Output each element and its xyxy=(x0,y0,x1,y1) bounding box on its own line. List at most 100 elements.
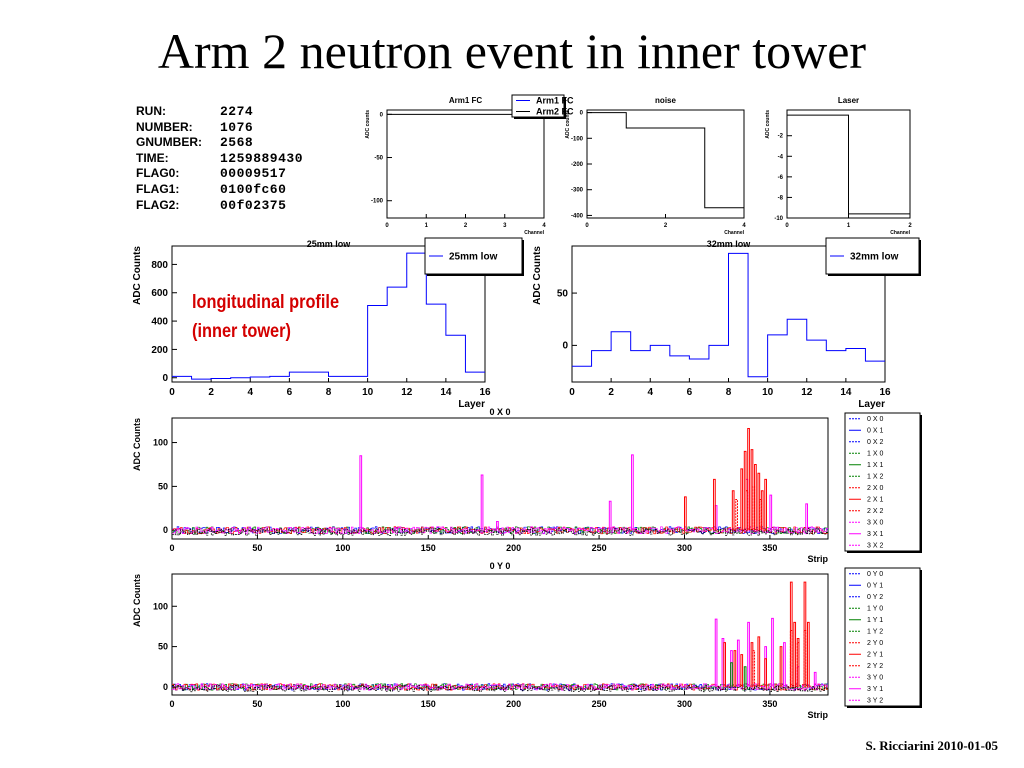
run-info-key: RUN: xyxy=(136,104,166,118)
x-tick-label: 250 xyxy=(592,699,607,709)
chart-p25: 25mm low 0 2 4 6 8 10 12 14 16 0 200 400 600 800 Layer A… xyxy=(132,237,524,410)
x-tick-label: 0 xyxy=(169,543,174,553)
y-axis-label: ADC Counts xyxy=(132,246,143,305)
legend-label: 3 X 1 xyxy=(867,531,883,538)
x-tick-label: 14 xyxy=(840,387,852,398)
y-axis-label: ADC Counts xyxy=(132,418,142,471)
chart-p32: 32mm low 0 2 4 6 8 10 12 14 16 0 50 Layer ADC Counts 3… xyxy=(532,237,921,410)
x-tick-label: 10 xyxy=(762,387,774,398)
run-info-row: RUN: 2274 xyxy=(136,104,303,120)
chart-title: noise xyxy=(655,96,676,105)
x-tick-label: 14 xyxy=(440,387,452,398)
x-tick-label: 12 xyxy=(801,387,813,398)
run-info-row: FLAG0: 00009517 xyxy=(136,166,303,182)
peak-bar xyxy=(731,490,735,531)
peak-bar xyxy=(757,636,761,687)
legend-label: 3 Y 0 xyxy=(867,675,883,682)
chart-title: 0 Y 0 xyxy=(490,561,511,571)
y-tick-label: -4 xyxy=(778,154,784,160)
x-tick-label: 1 xyxy=(847,223,851,229)
x-tick-label: 0 xyxy=(385,223,389,229)
x-tick-label: 150 xyxy=(421,543,436,553)
peak-bar xyxy=(631,454,634,531)
series-line xyxy=(787,114,910,215)
run-info-value: 1259889430 xyxy=(220,150,304,166)
legend-label: 0 X 1 xyxy=(867,428,883,435)
legend-label: Arm1 FC xyxy=(536,96,574,106)
y-axis-label: ADC Counts xyxy=(532,246,543,305)
x-tick-label: 50 xyxy=(252,699,262,709)
x-tick-label: 2 xyxy=(664,223,668,229)
y-tick-label: 0 xyxy=(580,111,584,117)
legend-label: 0 X 2 xyxy=(867,439,883,446)
legend-label: 0 Y 1 xyxy=(867,583,883,590)
peak-bar xyxy=(783,642,786,687)
peak-bar xyxy=(740,468,744,531)
x-tick-label: 150 xyxy=(421,699,436,709)
y-tick-label: -8 xyxy=(778,195,784,201)
legend-label: 1 X 2 xyxy=(867,474,883,481)
y-axis-label: ADC Counts xyxy=(132,574,142,627)
chart-title: Laser xyxy=(838,96,859,105)
longitudinal-profile-annotation: longitudinal profile (inner tower) xyxy=(192,288,339,346)
y-tick-label: 800 xyxy=(151,260,168,271)
x-tick-label: 10 xyxy=(362,387,374,398)
y-tick-label: -100 xyxy=(371,199,384,205)
x-tick-label: 0 xyxy=(169,387,175,398)
y-tick-label: -6 xyxy=(778,175,784,181)
peak-bar xyxy=(733,650,737,687)
x-tick-label: 0 xyxy=(785,223,789,229)
annotation-line-2: (inner tower) xyxy=(192,321,291,342)
legend-label: 2 Y 0 xyxy=(867,640,883,647)
peak-bar xyxy=(743,666,747,687)
x-tick-label: 6 xyxy=(287,387,293,398)
run-info-key: FLAG0: xyxy=(136,166,180,181)
x-tick-label: 8 xyxy=(726,387,732,398)
x-tick-label: 16 xyxy=(879,387,891,398)
peak-bar xyxy=(796,642,800,687)
peak-bar xyxy=(496,520,499,531)
legend-box xyxy=(844,412,921,552)
y-tick-label: 0 xyxy=(162,373,168,384)
y-tick-label: 0 xyxy=(163,525,168,535)
legend-label: 1 Y 1 xyxy=(867,617,883,624)
legend-label: 3 Y 1 xyxy=(867,686,883,693)
peak-bar xyxy=(779,646,783,687)
run-info-row: FLAG2: 00f02375 xyxy=(136,198,303,214)
strip-noise-series xyxy=(172,684,828,693)
legend-label: 3 Y 2 xyxy=(867,698,883,705)
run-info-key: FLAG2: xyxy=(136,197,180,212)
y-tick-label: -2 xyxy=(778,134,784,140)
x-tick-label: 0 xyxy=(569,387,575,398)
x-tick-label: 0 xyxy=(169,699,174,709)
legend-label: 2 X 1 xyxy=(867,497,883,504)
peak-bar xyxy=(759,499,762,531)
x-tick-label: 50 xyxy=(252,543,262,553)
chart-y0: 0 Y 0 0 50 100 150 200 250 300 350 0 50 100 Strip ADC… xyxy=(132,561,922,720)
peak-bar xyxy=(793,621,797,687)
y-tick-label: -400 xyxy=(571,213,584,219)
x-tick-label: 12 xyxy=(401,387,413,398)
plot-frame xyxy=(171,417,829,540)
peak-bar xyxy=(608,500,612,531)
peak-bar xyxy=(752,485,756,531)
peak-bar xyxy=(723,642,726,687)
peak-bar xyxy=(359,455,363,531)
y-tick-label: -50 xyxy=(374,156,383,162)
x-tick-label: 16 xyxy=(479,387,491,398)
x-axis-label: Strip xyxy=(807,710,828,720)
x-axis-label: Channel xyxy=(890,230,910,236)
peak-bar xyxy=(807,621,810,687)
legend-label: 1 X 0 xyxy=(867,451,883,458)
peak-bar xyxy=(764,478,767,531)
legend-label: 0 X 0 xyxy=(867,416,883,423)
x-tick-label: 6 xyxy=(687,387,693,398)
legend-label: 0 Y 2 xyxy=(867,594,883,601)
y-tick-label: -100 xyxy=(571,136,584,142)
run-info-row: FLAG1: 0100fc60 xyxy=(136,182,303,198)
x-tick-label: 2 xyxy=(208,387,214,398)
y-tick-label: 50 xyxy=(557,288,569,299)
run-info-value: 00009517 xyxy=(220,166,287,182)
plot-frame xyxy=(586,109,745,219)
